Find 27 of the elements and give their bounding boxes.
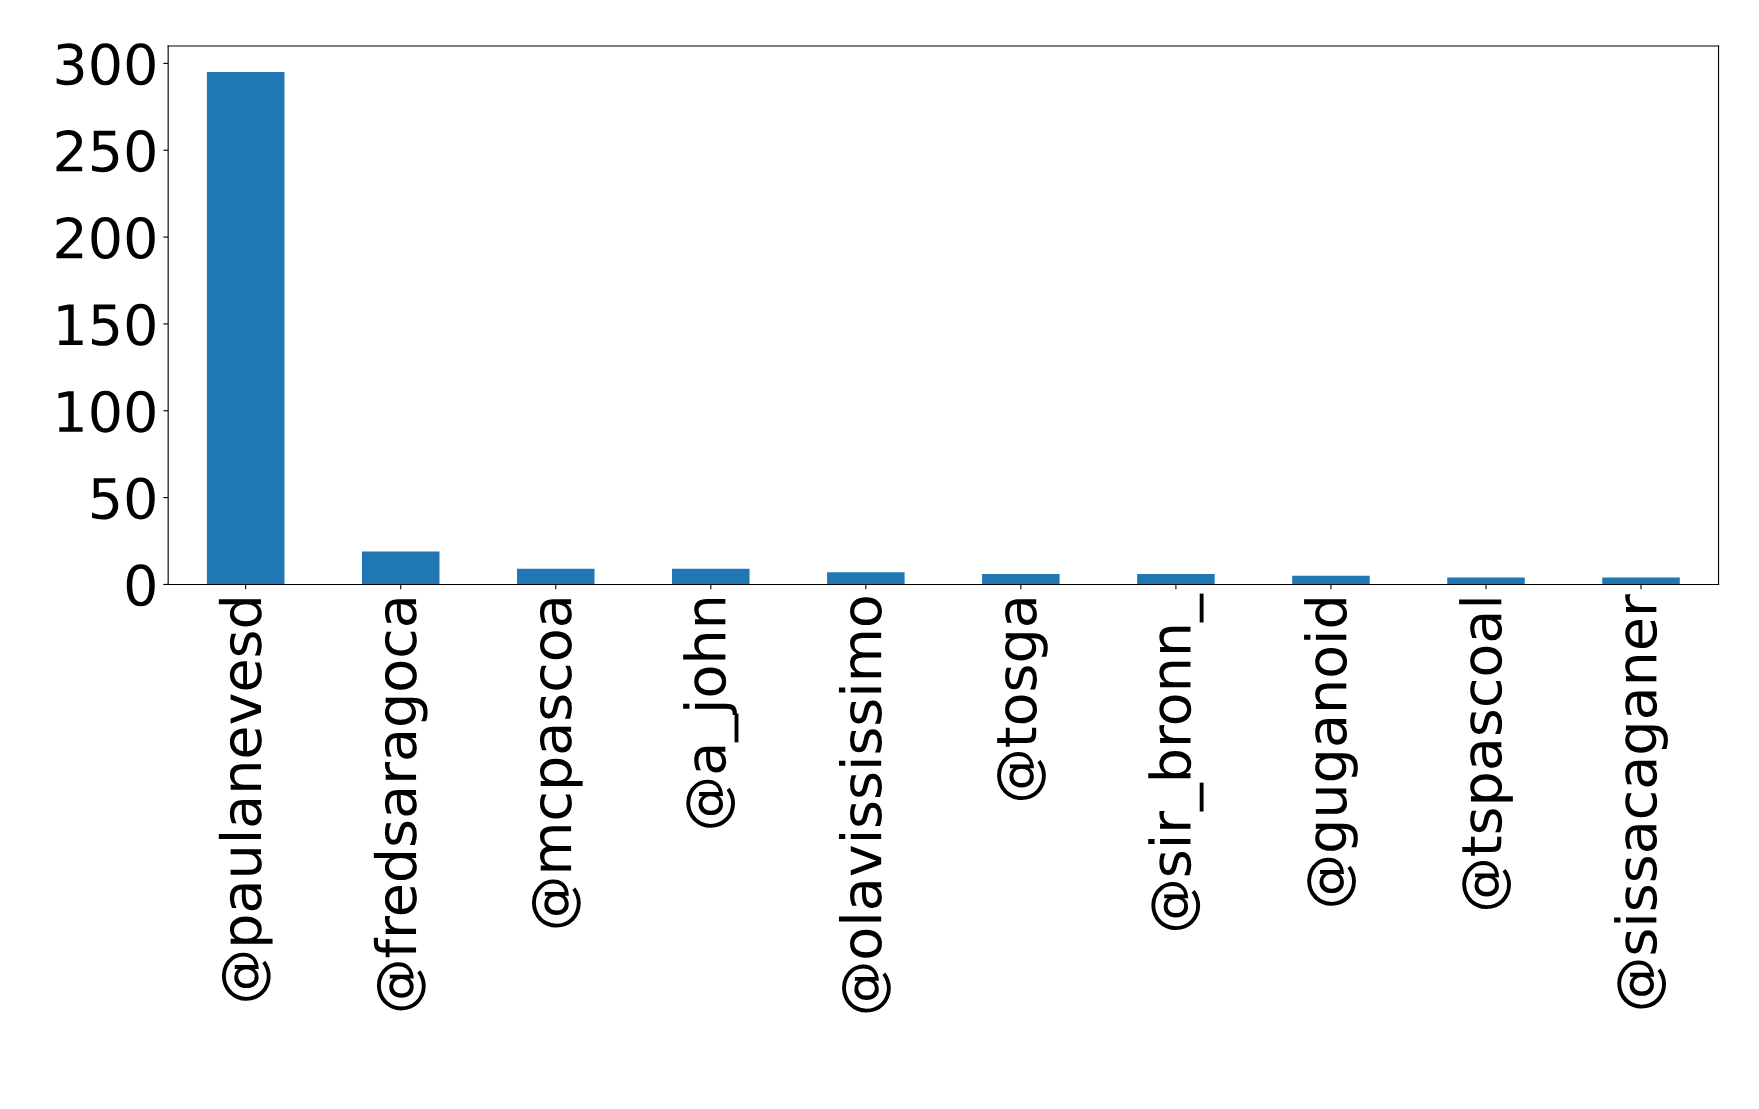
bar [672, 568, 750, 585]
x-tick-label: @sissacaganer [1614, 594, 1668, 1009]
bar [517, 568, 595, 585]
y-tick-label: 250 [56, 130, 155, 173]
bar [361, 551, 440, 585]
x-tick-label: @a_john [683, 598, 739, 828]
x-tick-label: @mcpascoa [531, 599, 583, 928]
bar [1292, 575, 1370, 585]
bar [1602, 577, 1680, 585]
y-tick-label: 100 [58, 390, 155, 433]
y-tick-label: 300 [56, 43, 155, 86]
y-tick-label: 150 [58, 303, 155, 346]
bar [982, 574, 1060, 585]
bar [1137, 574, 1215, 585]
bar [1447, 577, 1525, 585]
x-tick-label: @guganoid [1304, 599, 1358, 906]
y-tick-label: 200 [56, 216, 155, 259]
x-tick-label: @tspascoal [1459, 599, 1513, 910]
x-tick-label: @paulanevesd [218, 599, 273, 1001]
y-tick-label: 50 [92, 477, 155, 520]
y-tick-label: 0 [126, 564, 155, 607]
x-tick-label: @fredsaragoca [373, 599, 428, 1011]
bar [827, 572, 905, 585]
x-tick-label: @tosga [997, 599, 1048, 801]
bar [206, 72, 285, 585]
x-tick-label: @sir_bronn_ [1148, 593, 1204, 931]
x-tick-label: @olavississimo [838, 597, 891, 1013]
